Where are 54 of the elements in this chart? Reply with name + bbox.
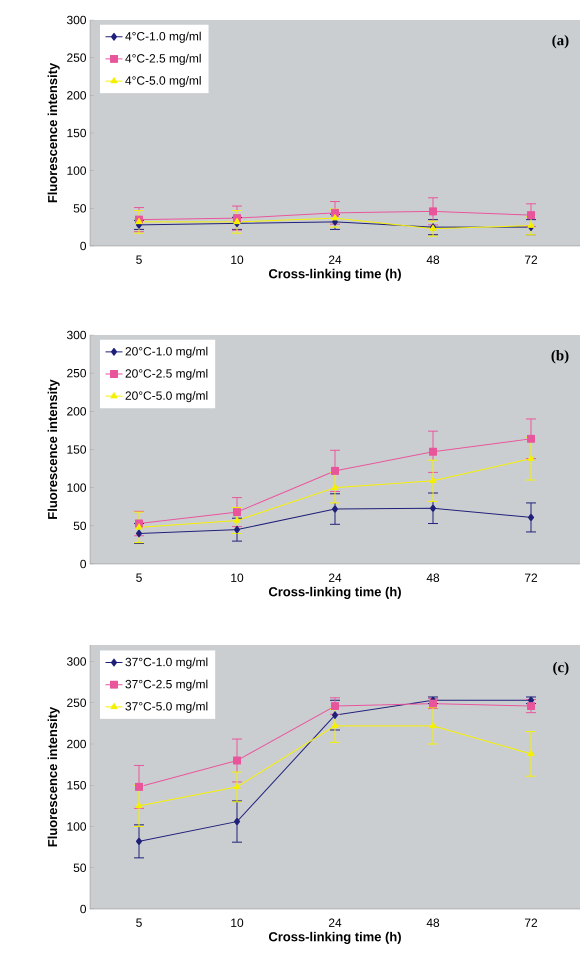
y-tick-label: 300	[66, 330, 86, 340]
legend-label: 37°C-5.0 mg/ml	[125, 702, 208, 713]
y-axis-title: Fluorescence intensity	[48, 62, 60, 202]
y-tick-label: 50	[74, 204, 86, 213]
y-tick-label: 50	[74, 522, 86, 530]
legend-label: 37°C-1.0 mg/ml	[125, 657, 208, 669]
y-tick-label: 0	[80, 904, 86, 914]
x-axis-title: Cross-linking time (h)	[268, 586, 401, 599]
y-tick-label: 0	[80, 560, 86, 568]
legend-label: 37°C-2.5 mg/ml	[125, 680, 208, 691]
y-tick-label: 200	[67, 407, 86, 416]
y-tick-label: 250	[67, 53, 86, 62]
y-axis-title: Fluorescence intensity	[48, 379, 60, 519]
x-tick-label: 5	[136, 918, 142, 927]
y-tick-label: 100	[67, 822, 86, 831]
legend-label: 20°C-1.0 mg/ml	[126, 346, 208, 358]
y-tick-label: 300	[66, 16, 86, 24]
x-tick-label: 48	[426, 256, 440, 264]
y-tick-label: 150	[67, 445, 86, 454]
x-tick-label: 72	[524, 918, 538, 927]
y-tick-label: 50	[74, 864, 86, 872]
legend-label: 20°C-5.0 mg/ml	[126, 391, 208, 402]
annotation: (a)	[552, 34, 568, 48]
y-tick-label: 200	[67, 91, 86, 100]
y-tick-label: 100	[67, 483, 86, 492]
x-tick-label: 10	[231, 918, 244, 927]
legend-label: 20°C-2.5 mg/ml	[126, 368, 208, 380]
y-tick-label: 250	[67, 368, 86, 378]
x-tick-label: 10	[231, 256, 244, 264]
y-tick-label: 100	[67, 166, 86, 175]
y-tick-label: 200	[67, 740, 86, 748]
y-tick-label: 150	[67, 128, 86, 138]
x-tick-label: 5	[136, 256, 142, 264]
legend-label: 4°C-1.0 mg/ml	[125, 32, 201, 43]
y-tick-label: 250	[67, 698, 86, 707]
x-tick-label: 48	[426, 574, 440, 582]
x-tick-label: 48	[426, 918, 440, 927]
x-tick-label: 72	[524, 574, 538, 582]
x-tick-label: 24	[328, 574, 342, 582]
y-tick-label: 300	[66, 657, 86, 666]
x-axis-title: Cross-linking time (h)	[268, 932, 401, 944]
x-tick-label: 72	[524, 256, 538, 264]
legend-label: 4°C-5.0 mg/ml	[125, 76, 201, 88]
x-axis-title: Cross-linking time (h)	[268, 268, 401, 281]
x-tick-label: 24	[328, 256, 342, 264]
y-axis-title: Fluorescence intensity	[48, 706, 60, 846]
annotation: (c)	[553, 662, 568, 676]
x-tick-label: 10	[231, 574, 244, 582]
legend-label: 4°C-2.5 mg/ml	[125, 54, 201, 65]
annotation: (b)	[552, 350, 568, 364]
y-tick-label: 150	[67, 781, 86, 790]
x-tick-label: 5	[136, 574, 142, 582]
x-tick-label: 24	[328, 918, 342, 927]
y-tick-label: 0	[80, 242, 86, 250]
